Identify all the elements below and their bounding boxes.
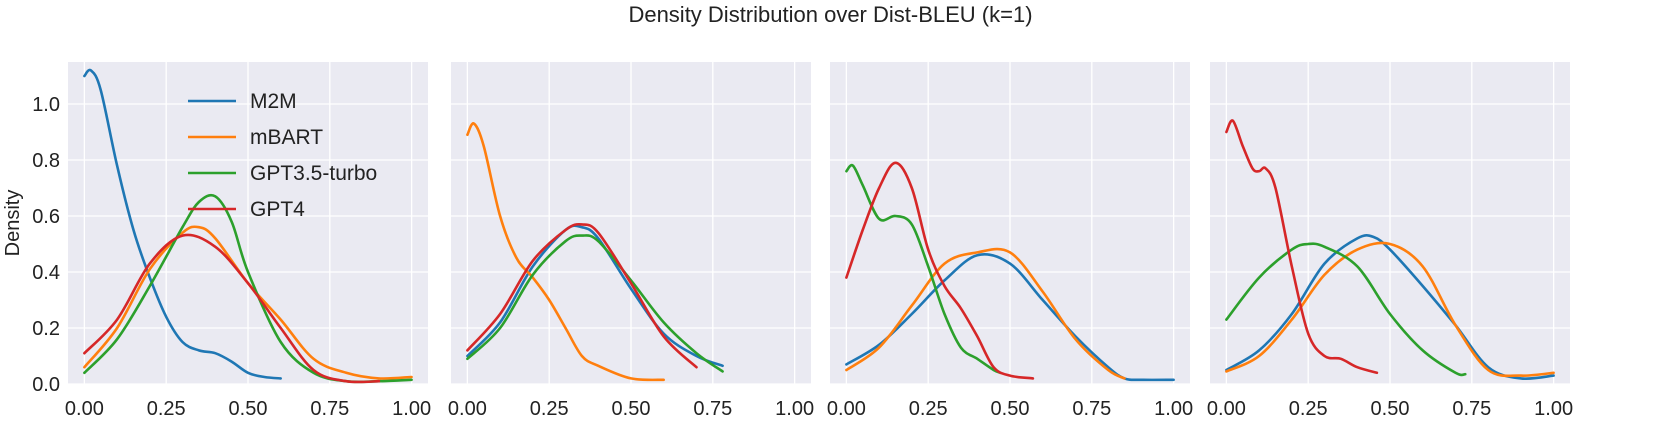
legend-label-m2m: M2M: [250, 90, 297, 113]
series-line-m2m: [83, 68, 282, 380]
y-tick-label: 0.0: [32, 374, 60, 396]
series-line-mbart: [1225, 241, 1555, 378]
x-tick-label: 1.00: [1154, 398, 1193, 420]
x-tick-label: 0.75: [1072, 398, 1111, 420]
x-tick-label: 0.50: [1371, 398, 1410, 420]
panel-3: 0.00 0.25 0.50 0.75 1.00: [827, 62, 1193, 420]
series-line-m2m: [1225, 234, 1555, 381]
series-line-gpt4: [1225, 119, 1379, 375]
x-tick-label: 0.25: [147, 398, 186, 420]
x-tick-label: 0.50: [612, 398, 651, 420]
y-tick-label: 0.4: [32, 262, 60, 284]
series-line-gpt3-5-turbo: [845, 163, 1002, 375]
series-line-gpt3-5-turbo: [1225, 242, 1467, 377]
x-tick-label: 0.25: [1289, 398, 1328, 420]
y-tick-label: 0.6: [32, 206, 60, 228]
x-tick-label: 0.00: [1207, 398, 1246, 420]
y-tick-label: 0.8: [32, 150, 60, 172]
x-tick-label: 0.50: [229, 398, 268, 420]
panel-2: 0.00 0.25 0.50 0.75 1.00: [448, 62, 814, 420]
x-tick-label: 0.00: [448, 398, 487, 420]
series-line-mbart: [845, 247, 1126, 380]
x-tick-label: 0.00: [65, 398, 104, 420]
x-tick-label: 0.50: [991, 398, 1030, 420]
panel-4: 0.00 0.25 0.50 0.75 1.00: [1207, 62, 1573, 420]
legend-label-mbart: mBART: [250, 126, 323, 149]
x-tick-label: 1.00: [392, 398, 431, 420]
series-line-gpt4: [845, 161, 1035, 380]
series-line-gpt4: [83, 233, 381, 384]
x-tick-label: 0.00: [827, 398, 866, 420]
x-tick-label: 0.25: [909, 398, 948, 420]
x-tick-label: 0.75: [310, 398, 349, 420]
series-line-gpt3-5-turbo: [466, 234, 724, 373]
y-tick-label: 1.0: [32, 94, 60, 116]
x-tick-label: 1.00: [1534, 398, 1573, 420]
series-line-m2m: [466, 224, 724, 368]
series-line-mbart: [466, 122, 665, 382]
legend-label-gpt4: GPT4: [250, 198, 305, 221]
y-tick-label: 0.2: [32, 318, 60, 340]
x-tick-label: 0.75: [693, 398, 732, 420]
series-line-m2m: [845, 252, 1175, 382]
panel-1: 0.00 0.25 0.50 0.75 1.00 0.0 0.2 0.4 0.6 0.8 1.0: [32, 62, 431, 420]
x-tick-label: 1.00: [775, 398, 814, 420]
x-tick-label: 0.25: [530, 398, 569, 420]
y-axis-label: Density: [2, 190, 24, 257]
x-tick-label: 0.75: [1452, 398, 1491, 420]
chart-title: Density Distribution over Dist-BLEU (k=1…: [628, 2, 1033, 27]
legend: M2M mBART GPT3.5-turbo GPT4: [188, 90, 377, 221]
series-line-gpt4: [466, 222, 698, 369]
legend-label-gpt3-5-turbo: GPT3.5-turbo: [250, 162, 377, 185]
series-line-mbart: [83, 225, 413, 380]
